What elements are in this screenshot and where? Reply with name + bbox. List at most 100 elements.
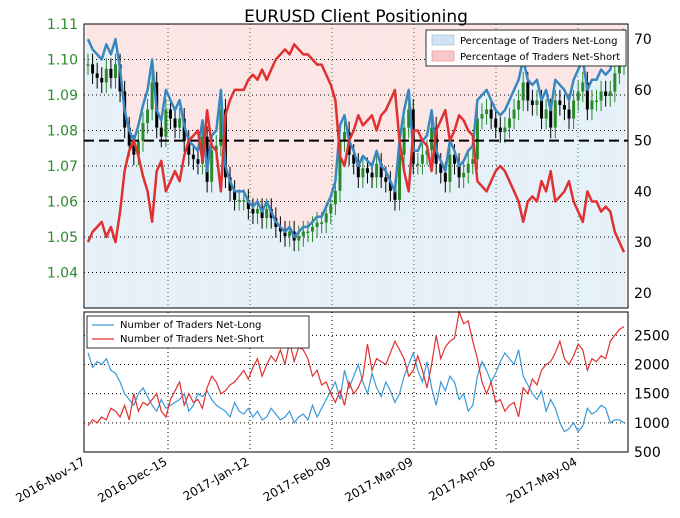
percent-tick-label: 20 [634, 286, 652, 302]
bg-bar-net-long [342, 115, 347, 309]
price-bar-body [159, 127, 163, 137]
bg-bar-net-long [433, 150, 439, 308]
bg-bar-net-long [420, 140, 425, 308]
price-bar-body [109, 68, 113, 78]
bg-bar-net-long [479, 95, 485, 308]
bg-bar-net-long [438, 160, 444, 308]
bg-bar-net-short [177, 24, 182, 101]
bg-bar-net-long [117, 69, 123, 309]
bg-bar-net-long [461, 160, 466, 308]
bg-bar-net-long [406, 89, 411, 308]
bg-bar-net-long [470, 145, 476, 308]
bg-bar-net-short [172, 24, 178, 111]
price-bar-body [581, 82, 585, 92]
bg-bar-net-long [236, 191, 242, 308]
bg-bar-net-short [204, 24, 210, 172]
price-bar-body [535, 100, 539, 106]
bg-bar-net-short [191, 24, 196, 146]
price-bar-body [599, 91, 603, 101]
bg-bar-net-short [310, 24, 315, 222]
bg-bar-net-long [333, 181, 338, 308]
bg-bar-net-short [232, 24, 237, 192]
bg-bar-net-long [603, 74, 608, 308]
bg-bar-net-short [470, 24, 476, 146]
bg-bar-net-long [136, 125, 141, 308]
bg-bar-net-long [181, 125, 187, 308]
bg-bar-net-short [360, 24, 366, 156]
bg-bar-net-short [195, 24, 201, 151]
bg-bar-net-long [163, 89, 169, 308]
bg-bar-net-long [213, 130, 219, 308]
bg-bar-net-long [200, 120, 205, 308]
price-bar-body [613, 73, 617, 92]
bg-bar-net-long [218, 89, 224, 308]
price-bar-body [260, 208, 264, 218]
price-bar-body [278, 226, 282, 232]
bg-bar-net-long [154, 110, 160, 308]
bg-bar-net-short [374, 24, 379, 151]
bg-bar-net-short [337, 24, 343, 126]
bg-bar-net-long [104, 44, 109, 309]
bg-bar-net-long [296, 231, 302, 308]
bg-bar-net-long [397, 140, 402, 308]
bg-bar-net-long [268, 211, 274, 308]
price-bar-body [283, 231, 287, 237]
bg-bar-net-short [117, 24, 123, 70]
bg-bar-net-long [621, 29, 627, 308]
bg-bar-net-long [209, 135, 214, 308]
bg-bar-net-long [310, 221, 315, 308]
bg-bar-net-short [94, 24, 100, 55]
price-tick-label: 1.07 [47, 159, 78, 175]
price-bar-body [498, 127, 502, 133]
bg-bar-net-long [388, 181, 393, 308]
bg-bar-net-long [278, 226, 283, 308]
price-bar-body [141, 123, 145, 142]
bg-bar-net-short [410, 24, 416, 151]
percent-axis-ticks: 20 30 40 50 60 70 [634, 32, 652, 302]
price-bar-body [246, 199, 250, 209]
bg-bar-net-short [314, 24, 320, 217]
bg-bar-net-long [511, 89, 517, 308]
price-bar-body [223, 109, 227, 178]
price-bar-body [604, 91, 608, 96]
price-bar-body [572, 100, 576, 119]
bg-bar-net-short [264, 24, 269, 202]
price-bar-body [219, 109, 223, 146]
price-bar-body [343, 132, 347, 142]
price-tick-label: 1.10 [47, 53, 78, 69]
bottom-gridlines [84, 312, 628, 452]
bg-bar-net-short [305, 24, 311, 227]
bg-bar-net-long [355, 166, 361, 308]
bg-bar-net-long [520, 59, 526, 308]
price-bar-body [585, 82, 589, 110]
bg-bar-net-short [456, 24, 462, 166]
bg-bar-net-long [227, 181, 233, 308]
price-bar-body [150, 82, 154, 110]
bg-bar-net-short [209, 24, 214, 136]
price-bar-body [457, 163, 461, 178]
bg-bar-net-short [498, 24, 503, 116]
price-bar-body [485, 109, 489, 115]
bg-bar-net-short [158, 24, 164, 121]
bg-bar-net-short [415, 24, 421, 151]
series-line-count-net-short [87, 309, 625, 427]
bg-bar-net-long [424, 135, 430, 308]
price-bar-body [480, 114, 484, 119]
bg-bar-net-short [351, 24, 357, 151]
bg-bar-net-short [99, 24, 105, 60]
bg-bar-net-long [452, 150, 457, 308]
percent-tick-label: 50 [634, 134, 652, 150]
price-bar-body [352, 154, 356, 164]
bg-bar-net-short [465, 24, 471, 151]
price-bar-body [370, 172, 374, 178]
price-tick-label: 1.11 [47, 17, 78, 33]
legend-swatch-net-short [431, 50, 455, 62]
bg-bar-net-long [507, 100, 512, 308]
price-tick-label: 1.09 [47, 88, 78, 104]
price-bar-body [452, 154, 456, 164]
price-bar-body [127, 127, 131, 146]
bg-bar-net-short [168, 24, 173, 101]
bg-bar-net-long [516, 79, 521, 309]
price-bar-body [549, 109, 553, 128]
